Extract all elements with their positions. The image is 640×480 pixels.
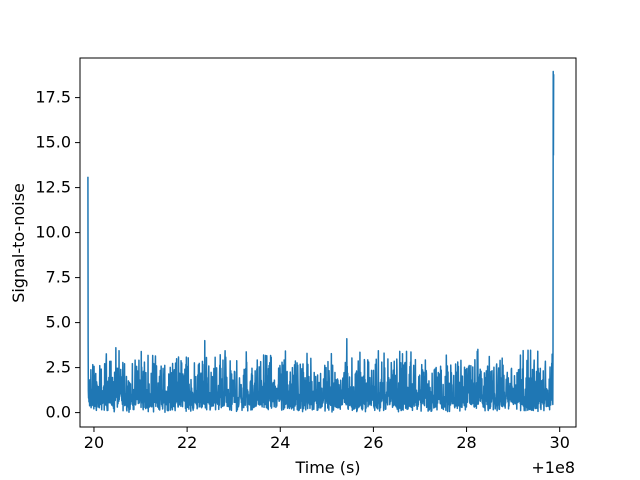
y-tick-label: 12.5 [35, 178, 71, 197]
x-tick-label: 28 [456, 433, 476, 452]
y-axis-label: Signal-to-noise [9, 183, 28, 303]
y-axis: 0.0 2.5 5.0 7.5 10.0 12.5 15.0 17.5 [35, 88, 80, 422]
y-tick-label: 0.0 [46, 403, 71, 422]
x-tick-label: 26 [363, 433, 383, 452]
y-tick-label: 2.5 [46, 358, 71, 377]
snr-line [87, 70, 555, 413]
snr-series [87, 70, 555, 413]
x-tick-label: 24 [270, 433, 290, 452]
y-tick-label: 5.0 [46, 313, 71, 332]
y-tick-label: 10.0 [35, 223, 71, 242]
x-tick-label: 30 [550, 433, 570, 452]
x-axis: 20 22 24 26 28 30 [84, 427, 570, 452]
y-tick-label: 15.0 [35, 133, 71, 152]
y-tick-label: 17.5 [35, 88, 71, 107]
x-axis-label: Time (s) [294, 458, 360, 477]
x-tick-label: 22 [177, 433, 197, 452]
y-tick-label: 7.5 [46, 268, 71, 287]
plot-frame [79, 57, 577, 428]
x-tick-label: 20 [84, 433, 104, 452]
x-offset-label: +1e8 [531, 458, 575, 477]
